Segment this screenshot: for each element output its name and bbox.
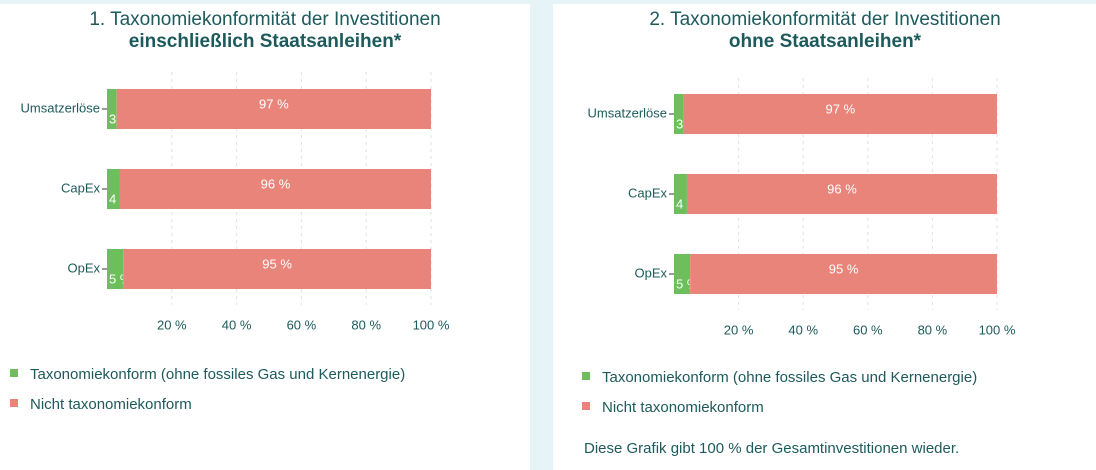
panel [0,4,530,470]
x-tick-label: 20 % [157,317,187,332]
bar-segment [683,94,997,134]
legend-label: Taxonomiekonform (ohne fossiles Gas und … [602,369,977,386]
legend-swatch [582,402,590,410]
x-tick-label: 80 % [918,322,948,337]
x-tick-label: 80 % [351,317,381,332]
bar-segment [119,169,432,209]
y-tick-label: OpEx [634,265,667,280]
chart-subtitle: ohne Staatsanleihen* [729,31,922,52]
y-tick-label: Umsatzerlöse [21,100,100,115]
legend-swatch [10,369,18,377]
bar-segment [690,254,997,294]
legend-swatch [582,372,590,380]
value-label: 97 % [259,96,289,111]
x-tick-label: 40 % [788,322,818,337]
value-label: 95 % [829,261,859,276]
chart-subtitle: einschließlich Staatsanleihen* [129,31,402,52]
bar-segment [123,249,431,289]
y-tick-label: OpEx [67,260,100,275]
x-tick-label: 100 % [979,322,1016,337]
chart-title: 2. Taxonomiekonformität der Investitione… [649,9,1000,30]
y-tick-label: CapEx [61,180,101,195]
value-label: 95 % [262,256,292,271]
bar-segment [116,89,431,129]
x-tick-label: 60 % [287,317,317,332]
x-tick-label: 40 % [222,317,252,332]
bar-segment [686,174,997,214]
bar-segment [107,249,124,289]
bar-segment [107,89,117,129]
value-label: 96 % [261,176,291,191]
x-tick-label: 60 % [853,322,883,337]
chart-title: 1. Taxonomiekonformität der Investitione… [89,9,440,30]
bar-segment [107,169,120,209]
note: Diese Grafik gibt 100 % der Gesamtinvest… [584,440,959,457]
legend-label: Nicht taxonomiekonform [602,399,764,416]
value-label: 97 % [826,101,856,116]
legend-swatch [10,399,18,407]
bar-segment [674,254,691,294]
bar-segment [674,94,684,134]
y-tick-label: CapEx [628,185,668,200]
x-tick-label: 100 % [413,317,450,332]
bar-segment [674,174,687,214]
value-label: 96 % [827,181,857,196]
legend-label: Taxonomiekonform (ohne fossiles Gas und … [30,366,405,383]
x-tick-label: 20 % [724,322,754,337]
y-tick-label: Umsatzerlöse [588,105,667,120]
panel [553,4,1096,470]
legend-label: Nicht taxonomiekonform [30,396,192,413]
